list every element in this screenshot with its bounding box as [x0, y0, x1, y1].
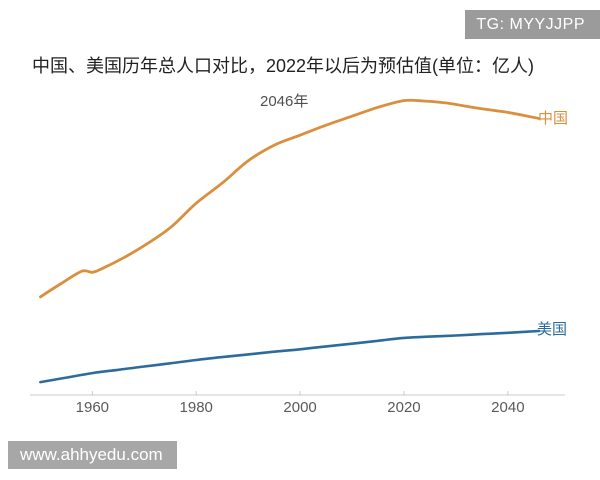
- peak-year-annotation: 2046年: [260, 93, 309, 110]
- series-label-usa: 美国: [537, 321, 568, 338]
- china-line: [39, 98, 541, 299]
- telegram-badge: TG: MYYJJPP: [465, 10, 600, 39]
- usa-line: [39, 329, 541, 384]
- x-tick-label: 1960: [75, 399, 110, 416]
- series-label-china: 中国: [538, 110, 569, 127]
- x-tick-label: 2020: [387, 399, 421, 416]
- x-tick-label: 2040: [491, 399, 525, 416]
- x-tick-label: 1980: [179, 399, 213, 416]
- chart-title: 中国、美国历年总人口对比，2022年以后为预估值(单位：亿人): [32, 56, 535, 76]
- watermark-badge: www.ahhyedu.com: [8, 441, 177, 469]
- x-tick-label: 2000: [283, 399, 317, 416]
